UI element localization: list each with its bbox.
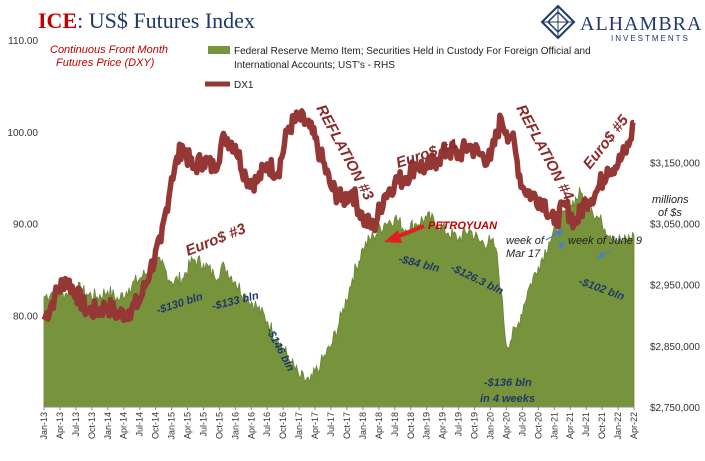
right-axis-label-2: of $s: [658, 207, 682, 219]
alhambra-logo: ALHAMBRA INVESTMENTS: [540, 4, 702, 43]
x-axis: Jan-13 Apr-13 Jul-13 Oct-13 Jan-14 Apr-14 Jul-…: [39, 407, 639, 440]
x-tick-label: Jan-22: [613, 412, 623, 440]
right-axis: $2,750,000 $2,850,000 $2,950,000 $3,050,000…: [650, 158, 700, 414]
series-area-custody-holdings: [43, 187, 635, 408]
x-tick-label: Jul-16: [262, 412, 272, 437]
x-tick-label: Apr-19: [438, 412, 448, 439]
legend-area-label-2: International Accounts; UST's - RHS: [234, 60, 395, 71]
right-tick-label: $3,050,000: [650, 220, 700, 231]
left-note-line2: Futures Price (DXY): [56, 57, 155, 69]
annotation-in-4-weeks: in 4 weeks: [480, 393, 535, 405]
logo-sub: INVESTMENTS: [611, 34, 690, 43]
x-tick-label: Jan-15: [167, 412, 177, 440]
x-tick-label: Oct-18: [406, 412, 416, 439]
x-tick-label: Apr-18: [374, 412, 384, 439]
x-tick-label: Apr-21: [565, 412, 575, 439]
left-tick-label: 100.00: [7, 128, 38, 139]
legend-area-label-1: Federal Reserve Memo Item; Securities He…: [234, 46, 591, 57]
legend-area-swatch: [208, 46, 230, 54]
x-tick-label: Jan-17: [294, 412, 304, 440]
week-arrows-icon: [545, 229, 613, 259]
annotation-minus-136: -$136 bln: [484, 377, 532, 389]
x-tick-label: Jul-19: [454, 412, 464, 437]
x-tick-label: Apr-22: [629, 412, 639, 439]
x-tick-label: Jul-20: [517, 412, 527, 437]
x-tick-label: Jan-14: [103, 412, 113, 440]
x-tick-label: Oct-19: [470, 412, 480, 439]
x-tick-label: Jan-21: [549, 412, 559, 440]
petroyuan-arrow-icon: [384, 224, 425, 243]
right-axis-label-1: millions: [652, 194, 689, 206]
annotation-euro5: Euro$ #5: [580, 112, 633, 173]
x-tick-label: Oct-21: [597, 412, 607, 439]
x-tick-label: Apr-15: [183, 412, 193, 439]
x-tick-label: Oct-14: [151, 412, 161, 439]
x-tick-label: Apr-14: [119, 412, 129, 439]
x-tick-label: Apr-20: [501, 412, 511, 439]
x-tick-label: Jan-19: [422, 412, 432, 440]
title-prefix: ICE: [38, 8, 77, 33]
x-tick-label: Jul-15: [198, 412, 208, 437]
x-tick-label: Oct-16: [278, 412, 288, 439]
title-rest: : US$ Futures Index: [77, 8, 255, 33]
right-tick-label: $3,150,000: [650, 158, 700, 169]
x-tick-label: Jan-16: [230, 412, 240, 440]
x-tick-label: Apr-13: [55, 412, 65, 439]
left-tick-label: 80.00: [13, 311, 38, 322]
x-tick-label: Jul-13: [71, 412, 81, 437]
x-tick-label: Oct-15: [214, 412, 224, 439]
x-tick-label: Jan-18: [358, 412, 368, 440]
annotation-mar-17: Mar 17: [506, 248, 541, 260]
x-tick-label: Apr-17: [310, 412, 320, 439]
right-tick-label: $2,750,000: [650, 403, 700, 414]
logo-emblem-icon: [540, 4, 576, 40]
x-tick-label: Oct-17: [342, 412, 352, 439]
left-axis: 80.00 90.00 100.00 110.00: [7, 36, 38, 322]
legend-line-label: DX1: [234, 80, 254, 91]
annotation-euro3: Euro$ #3: [183, 220, 249, 260]
annotation-week-of: week of: [506, 235, 545, 247]
legend: Federal Reserve Memo Item; Securities He…: [205, 46, 591, 91]
x-tick-label: Oct-13: [87, 412, 97, 439]
x-tick-label: Jul-14: [135, 412, 145, 437]
logo-name: ALHAMBRA: [580, 13, 702, 35]
series-line-dx1: [41, 108, 636, 324]
x-tick-label: Apr-16: [246, 412, 256, 439]
x-tick-label: Jan-20: [485, 412, 495, 440]
left-tick-label: 90.00: [13, 220, 38, 231]
right-tick-label: $2,950,000: [650, 281, 700, 292]
x-tick-label: Jul-17: [326, 412, 336, 437]
left-note-line1: Continuous Front Month: [50, 44, 168, 56]
x-tick-label: Jan-13: [39, 412, 49, 440]
x-tick-label: Oct-20: [533, 412, 543, 439]
right-tick-label: $2,850,000: [650, 342, 700, 353]
annotation-petroyuan: PETROYUAN: [428, 220, 498, 232]
left-tick-label: 110.00: [8, 36, 38, 47]
x-tick-label: Jul-18: [390, 412, 400, 437]
annotation-week-of-june-9: week of June 9: [568, 235, 642, 247]
x-tick-label: Jul-21: [581, 412, 591, 437]
chart-title: ICE: US$ Futures Index: [38, 8, 255, 33]
